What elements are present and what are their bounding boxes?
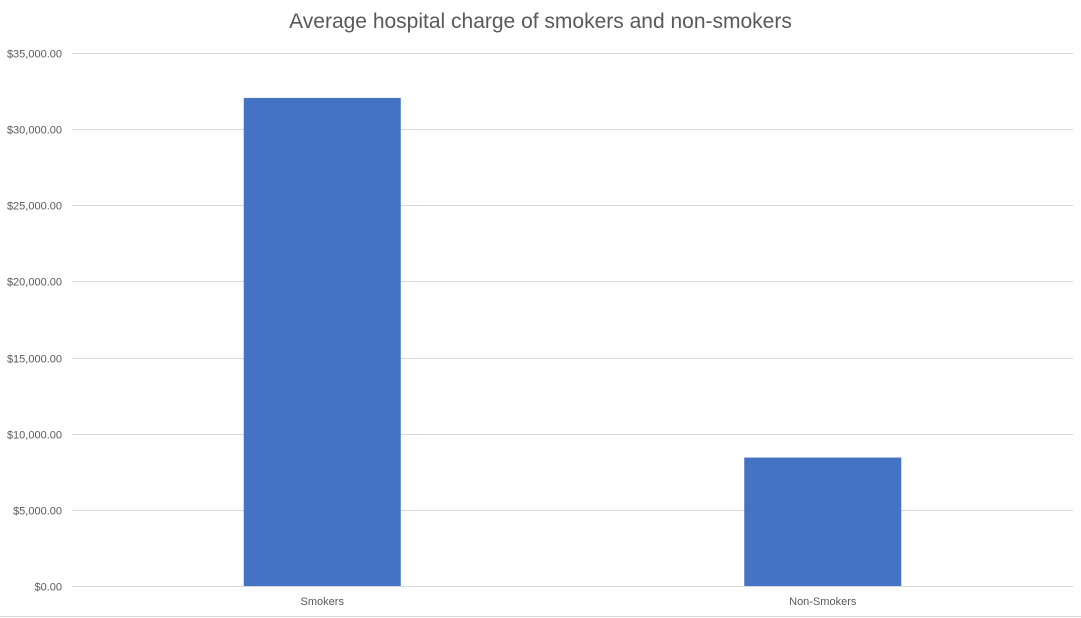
y-tick-label: $30,000.00: [7, 125, 62, 137]
x-category-label: Smokers: [301, 596, 345, 608]
y-tick-label: $20,000.00: [7, 277, 62, 289]
y-tick-label: $15,000.00: [7, 354, 62, 366]
y-tick-label: $25,000.00: [7, 201, 62, 213]
y-tick-label: $0.00: [34, 582, 62, 594]
y-tick-label: $10,000.00: [7, 430, 62, 442]
y-tick-label: $35,000.00: [7, 49, 62, 61]
bar-smokers: [243, 97, 401, 586]
chart-title: Average hospital charge of smokers and n…: [289, 10, 792, 33]
bar-non-smokers: [744, 457, 902, 586]
x-category-label: Non-Smokers: [789, 596, 857, 608]
y-tick-label: $5,000.00: [13, 506, 62, 518]
